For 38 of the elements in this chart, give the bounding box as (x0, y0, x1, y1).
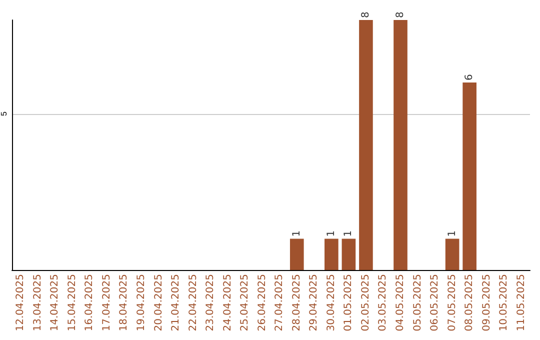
x-tick-label: 30.04.2025 (326, 274, 337, 332)
x-tick-label: 07.05.2025 (446, 274, 458, 332)
data-label: 8 (395, 12, 406, 18)
data-label: 1 (446, 230, 458, 237)
data-label: 8 (360, 12, 372, 18)
x-tick-label: 08.05.2025 (464, 274, 476, 332)
x-tick-label: 01.05.2025 (343, 274, 354, 332)
x-tick-label: 06.05.2025 (430, 274, 441, 332)
x-tick-label: 17.04.2025 (101, 274, 112, 332)
x-tick-label: 03.05.2025 (378, 274, 389, 332)
x-tick-label: 27.04.2025 (274, 274, 286, 332)
data-label: 1 (343, 230, 354, 237)
x-tick-label: 12.04.2025 (15, 274, 26, 332)
x-tick-label: 11.05.2025 (516, 274, 527, 332)
x-tick-label: 13.04.2025 (32, 274, 44, 332)
x-tick-label: 29.04.2025 (308, 274, 320, 332)
x-tick-label: 21.04.2025 (170, 274, 182, 332)
x-tick-label: 14.04.2025 (50, 274, 61, 332)
x-tick-label: 16.04.2025 (84, 274, 96, 332)
data-label: 1 (326, 230, 337, 237)
data-label: 1 (291, 230, 302, 237)
x-tick-label: 02.05.2025 (360, 274, 372, 332)
data-label: 6 (464, 74, 476, 80)
x-tick-label: 22.04.2025 (188, 274, 199, 332)
x-tick-label: 09.05.2025 (481, 274, 492, 332)
x-tick-label: 26.04.2025 (256, 274, 268, 332)
y-tick-label: 5 (0, 110, 8, 116)
x-tick-label: 10.05.2025 (498, 274, 510, 332)
x-tick-label: 20.04.2025 (153, 274, 164, 332)
x-tick-label: 25.04.2025 (240, 274, 251, 332)
x-tick-label: 15.04.2025 (66, 274, 78, 332)
x-tick-label: 19.04.2025 (136, 274, 147, 332)
x-tick-label: 18.04.2025 (118, 274, 130, 332)
x-tick-label: 24.04.2025 (222, 274, 234, 332)
x-tick-label: 05.05.2025 (412, 274, 424, 332)
x-tick-label: 04.05.2025 (395, 274, 406, 332)
x-tick-label: 28.04.2025 (291, 274, 302, 332)
x-tick-label: 23.04.2025 (205, 274, 216, 332)
